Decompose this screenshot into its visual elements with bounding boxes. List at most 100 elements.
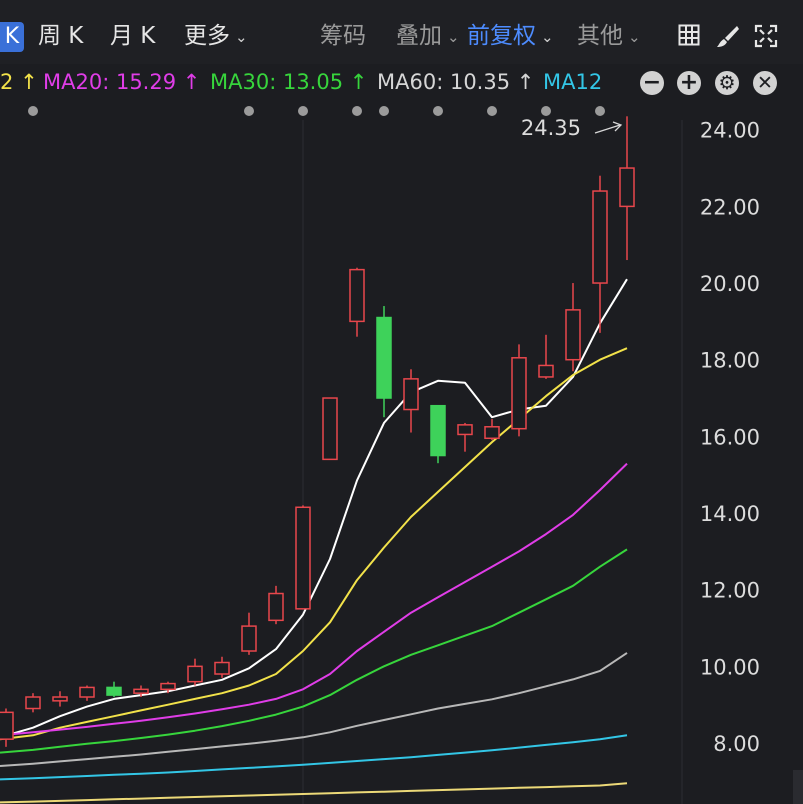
candle[interactable] (565, 283, 581, 372)
other-label: 其他 (577, 23, 623, 49)
ma20-line (0, 462, 628, 737)
moving-average-lines (0, 278, 628, 804)
candle[interactable] (106, 681, 122, 698)
candle-body (322, 397, 338, 461)
chevron-down-icon: ⌄ (235, 27, 248, 46)
ma60-line (0, 652, 628, 767)
candle-body (268, 592, 284, 622)
candle-body (592, 190, 608, 284)
ma-legend: 2 ↑ MA20: 15.29 ↑ MA30: 13.05 ↑ MA60: 10… (0, 64, 803, 102)
event-marker[interactable] (433, 106, 443, 116)
candle-body (214, 661, 230, 675)
chevron-down-icon: ⌄ (628, 27, 641, 46)
tab-daily-k[interactable]: K (0, 22, 24, 52)
chevron-down-icon: ⌄ (447, 27, 460, 46)
max-price-label: 24.35 (521, 116, 581, 140)
max-price-arrow-line (594, 124, 621, 134)
overlay-label: 叠加 (396, 23, 442, 49)
plus-icon[interactable]: + (677, 71, 701, 95)
y-tick-label: 20.00 (700, 272, 760, 296)
candle[interactable] (241, 612, 257, 655)
candle[interactable] (295, 505, 311, 610)
draw-brush-icon[interactable] (716, 24, 740, 48)
chart-toolbar: K 周 K 月 K 更多 ⌄ 筹码 叠加 ⌄ 前复权 ⌄ 其他 ⌄ (0, 0, 803, 64)
candle[interactable] (484, 419, 500, 441)
candle-body (106, 686, 122, 696)
ma10-line (0, 347, 628, 741)
price-adjust-dropdown[interactable]: 前复权 ⌄ (467, 16, 554, 57)
ma30-legend: MA30: 13.05 ↑ (210, 70, 368, 94)
close-icon[interactable]: ✕ (753, 71, 777, 95)
candle[interactable] (79, 685, 95, 701)
right-edge-handle (793, 770, 803, 804)
candle[interactable] (592, 175, 608, 333)
candle-body (295, 506, 311, 610)
event-marker[interactable] (541, 106, 551, 116)
y-tick-label: 22.00 (700, 195, 760, 219)
candle-body (511, 357, 527, 430)
event-marker[interactable] (379, 106, 389, 116)
candle-body (430, 404, 446, 457)
gear-icon[interactable]: ⚙ (715, 71, 739, 95)
adjust-label: 前复权 (467, 23, 536, 49)
more-periods-dropdown[interactable]: 更多 ⌄ (184, 16, 248, 57)
fullscreen-icon[interactable] (754, 24, 778, 48)
candle[interactable] (457, 422, 473, 452)
candle-body (187, 665, 203, 683)
tab-weekly-k[interactable]: 周 K (38, 23, 84, 49)
candle[interactable] (430, 404, 446, 464)
y-axis-labels: 24.00 22.00 20.00 18.00 16.00 14.00 12.00 10.00… (700, 119, 760, 756)
grid-layout-icon[interactable] (678, 24, 700, 46)
candle-body (403, 378, 419, 411)
event-marker[interactable] (595, 106, 605, 116)
ma60-legend: MA60: 10.35 ↑ (377, 70, 535, 94)
tab-monthly-k[interactable]: 月 K (110, 23, 156, 49)
candle-body (349, 268, 365, 323)
y-tick-label: 8.00 (713, 732, 760, 756)
candle[interactable] (187, 658, 203, 686)
candle[interactable] (511, 344, 527, 437)
event-marker[interactable] (28, 106, 38, 116)
candle-body (484, 426, 500, 440)
candle[interactable] (52, 691, 68, 707)
more-label: 更多 (184, 23, 230, 49)
chevron-down-icon: ⌄ (541, 27, 554, 46)
event-marker[interactable] (487, 106, 497, 116)
candle[interactable] (322, 397, 338, 461)
max-price-arrowhead (612, 121, 623, 132)
candle[interactable] (376, 306, 392, 418)
candle[interactable] (268, 585, 284, 625)
candle-body (241, 625, 257, 652)
minus-icon[interactable]: − (640, 71, 664, 95)
event-marker[interactable] (352, 106, 362, 116)
candle[interactable] (214, 656, 230, 678)
candle-body (25, 696, 41, 710)
candlesticks (0, 116, 635, 747)
ma120-line (0, 734, 628, 781)
y-tick-label: 10.00 (700, 655, 760, 679)
overlay-dropdown[interactable]: 叠加 ⌄ (396, 16, 460, 57)
max-price-marker: 24.35 (521, 116, 623, 140)
chip-distribution-button[interactable]: 筹码 (320, 23, 366, 49)
ma250-line (0, 782, 628, 804)
y-tick-label: 16.00 (700, 425, 760, 449)
candle[interactable] (0, 708, 14, 747)
candle[interactable] (25, 693, 41, 713)
candle[interactable] (133, 685, 149, 698)
candle[interactable] (349, 267, 365, 337)
candle[interactable] (619, 116, 635, 261)
ma20-legend: MA20: 15.29 ↑ (43, 70, 201, 94)
candle-body (376, 316, 392, 399)
y-tick-label: 14.00 (700, 502, 760, 526)
candle[interactable] (160, 681, 176, 694)
y-tick-label: 12.00 (700, 579, 760, 603)
candle[interactable] (538, 334, 554, 379)
other-dropdown[interactable]: 其他 ⌄ (577, 16, 641, 57)
candle-body (565, 309, 581, 361)
event-marker[interactable] (298, 106, 308, 116)
candle-body (457, 424, 473, 436)
candle-body (160, 682, 176, 691)
candle[interactable] (403, 369, 419, 433)
event-marker[interactable] (244, 106, 254, 116)
